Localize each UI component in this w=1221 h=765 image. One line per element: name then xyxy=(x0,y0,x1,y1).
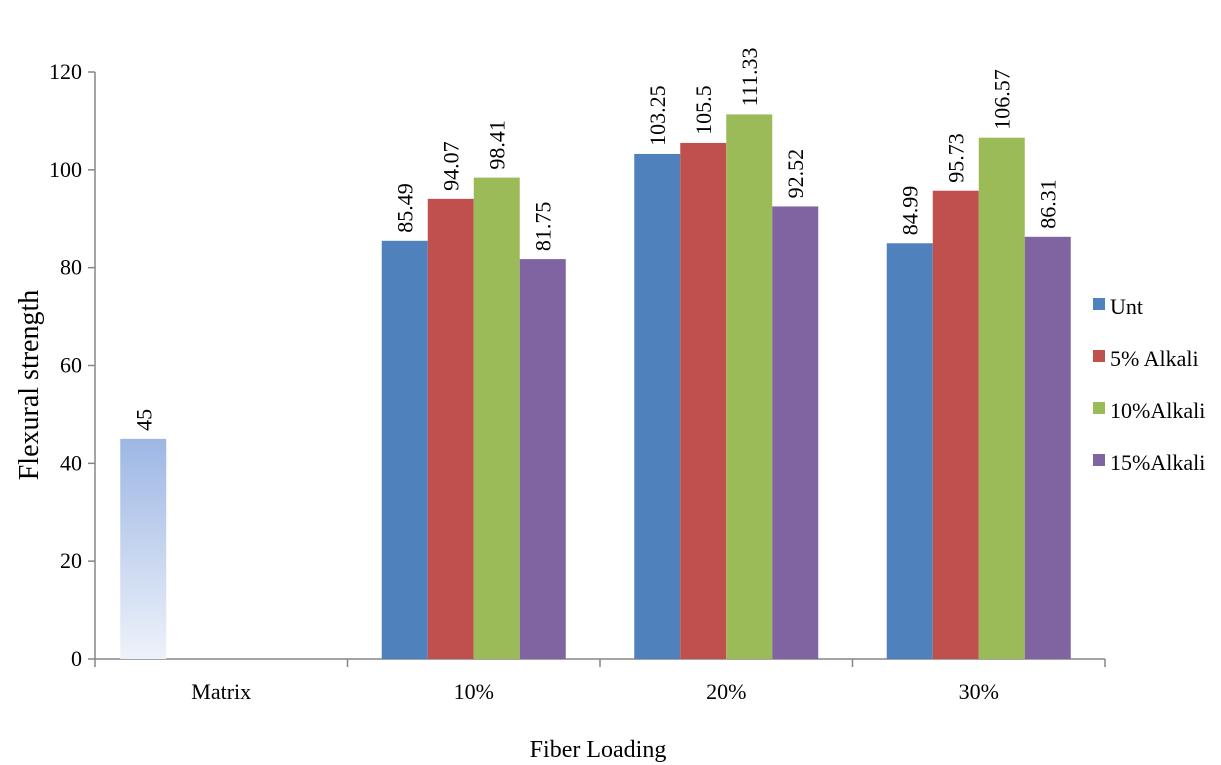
data-label: 106.57 xyxy=(990,69,1015,130)
y-axis-title: Flexural strength xyxy=(14,290,45,481)
y-tick-label: 60 xyxy=(60,353,82,378)
bar-15-alkali xyxy=(772,206,819,659)
legend-label: Unt xyxy=(1110,294,1143,319)
bar-unt xyxy=(634,153,681,659)
y-tick-label: 100 xyxy=(49,157,82,182)
data-label: 45 xyxy=(131,409,156,431)
bar-15-alkali xyxy=(1024,236,1071,660)
data-label: 95.73 xyxy=(944,133,969,183)
legend: Unt 5% Alkali 10%Alkali 15%Alkali xyxy=(1093,294,1205,475)
x-tick-label: 30% xyxy=(959,679,999,704)
legend-label: 5% Alkali xyxy=(1110,346,1199,371)
bar-15-alkali xyxy=(519,259,566,659)
x-tick-label: Matrix xyxy=(191,679,251,704)
y-tick-label: 20 xyxy=(60,548,82,573)
legend-swatch xyxy=(1093,350,1105,362)
data-label: 85.49 xyxy=(393,183,418,233)
data-label: 84.99 xyxy=(898,186,923,236)
bar-10-alkali xyxy=(978,137,1025,660)
axes: 0 20 40 60 80 100 120 Matrix 10% 20% 30% xyxy=(49,59,1106,704)
data-label: 111.33 xyxy=(737,48,762,107)
data-label: 92.52 xyxy=(783,149,808,199)
data-label: 103.25 xyxy=(645,85,670,146)
bar-5-alkali xyxy=(932,190,979,659)
bar-5-alkali xyxy=(427,198,474,659)
bar-matrix xyxy=(120,438,167,659)
data-label: 94.07 xyxy=(439,141,464,191)
legend-swatch xyxy=(1093,454,1105,466)
data-label: 86.31 xyxy=(1036,179,1061,229)
y-tick-label: 0 xyxy=(71,646,82,671)
bar-10-alkali xyxy=(726,114,773,659)
bar-unt xyxy=(886,243,933,659)
x-axis-title: Fiber Loading xyxy=(530,737,667,763)
bar-10-alkali xyxy=(473,177,520,659)
legend-swatch xyxy=(1093,402,1105,414)
legend-label: 10%Alkali xyxy=(1110,398,1205,423)
data-label: 105.5 xyxy=(691,85,716,135)
y-tick-label: 120 xyxy=(49,59,82,84)
bar-unt xyxy=(381,240,428,660)
y-tick-label: 80 xyxy=(60,255,82,280)
data-label: 81.75 xyxy=(531,202,556,252)
legend-label: 15%Alkali xyxy=(1110,450,1205,475)
x-tick-label: 20% xyxy=(706,679,746,704)
x-tick-label: 10% xyxy=(454,679,494,704)
data-label: 98.41 xyxy=(485,120,510,170)
bar-5-alkali xyxy=(680,142,727,659)
bars xyxy=(120,114,1071,660)
legend-swatch xyxy=(1093,298,1105,310)
y-tick-label: 40 xyxy=(60,450,82,475)
data-labels: 45 85.49 94.07 98.41 81.75 103.25 105.5 111.33 9… xyxy=(131,48,1061,431)
